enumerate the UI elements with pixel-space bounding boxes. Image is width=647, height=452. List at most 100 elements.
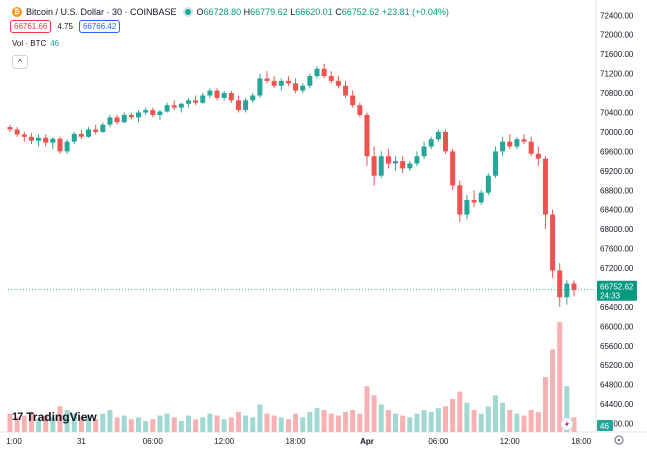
candle-body bbox=[385, 156, 391, 164]
time-tick-label: 18:00 bbox=[571, 437, 592, 446]
candle-body bbox=[86, 129, 92, 137]
candle-body bbox=[507, 141, 513, 147]
collapse-legend-button[interactable]: ^ bbox=[12, 55, 28, 69]
volume-bar bbox=[414, 413, 420, 432]
volume-bar bbox=[235, 411, 241, 432]
price-tick-label: 67600.00 bbox=[600, 245, 634, 254]
candle-body bbox=[478, 192, 484, 203]
price-tick-label: 64000.00 bbox=[600, 420, 634, 429]
volume-bar bbox=[564, 386, 570, 432]
price-tick-label: 64400.00 bbox=[600, 400, 634, 409]
price-tick-label: 70400.00 bbox=[600, 109, 634, 118]
volume-bar bbox=[107, 410, 113, 432]
volume-bar bbox=[221, 419, 227, 432]
volume-bar bbox=[500, 402, 506, 432]
price-tick-label: 65600.00 bbox=[600, 342, 634, 351]
volume-bar bbox=[50, 417, 56, 432]
volume-bar bbox=[557, 322, 563, 432]
ohlc-open-key: O bbox=[196, 7, 204, 17]
candle-body bbox=[128, 114, 134, 118]
time-tick-label: Apr bbox=[360, 437, 374, 446]
volume-bar bbox=[157, 415, 163, 432]
last-volume-label: 46 bbox=[600, 422, 609, 431]
candle-body bbox=[185, 100, 191, 104]
ohlc-low: 66620.01 bbox=[295, 7, 333, 17]
volume-bar bbox=[421, 410, 427, 432]
price-tick-label: 68000.00 bbox=[600, 225, 634, 234]
volume-bar bbox=[400, 415, 406, 432]
volume-bar bbox=[21, 415, 27, 432]
market-open-dot-icon bbox=[184, 9, 191, 15]
candle-body bbox=[243, 100, 249, 111]
volume-bar bbox=[28, 411, 34, 432]
price-tick-label: 69600.00 bbox=[600, 147, 634, 156]
ohlc-change: +23.81 (+0.04%) bbox=[381, 7, 449, 17]
price-tick-label: 68800.00 bbox=[600, 186, 634, 195]
ohlc-close-key: C bbox=[335, 7, 342, 17]
volume-bar bbox=[328, 413, 334, 432]
volume-legend[interactable]: Vol · BTC 46 bbox=[12, 39, 59, 48]
volume-bar bbox=[293, 413, 299, 432]
volume-bar bbox=[114, 417, 120, 432]
candle-body bbox=[50, 138, 56, 143]
candle-body bbox=[150, 110, 156, 115]
price-tick-label: 71200.00 bbox=[600, 70, 634, 79]
volume-bar bbox=[43, 415, 49, 432]
buy-price-button[interactable]: 66766.42 bbox=[78, 20, 121, 33]
candle-body bbox=[442, 131, 448, 152]
price-tick-label: 72400.00 bbox=[600, 11, 634, 20]
volume-bar bbox=[357, 413, 363, 432]
volume-bar bbox=[185, 415, 191, 432]
candle-body bbox=[171, 105, 177, 108]
candle-body bbox=[307, 76, 313, 86]
volume-bar bbox=[393, 413, 399, 432]
volume-bar bbox=[178, 421, 184, 432]
volume-bar bbox=[528, 410, 534, 432]
ohlc-close: 66752.62 bbox=[341, 7, 380, 17]
sell-price-button[interactable]: 66761.66 bbox=[10, 20, 52, 33]
chevron-up-icon: ^ bbox=[18, 57, 22, 67]
tradingview-logo[interactable]: 17 TradingView bbox=[12, 410, 97, 424]
volume-bar bbox=[250, 417, 256, 432]
candle-body bbox=[21, 134, 27, 137]
volume-bar bbox=[514, 413, 520, 432]
time-tick-label: 31 bbox=[77, 437, 86, 446]
volume-value: 46 bbox=[50, 39, 60, 48]
volume-bar bbox=[86, 415, 92, 432]
candle-body bbox=[528, 141, 534, 154]
candle-body bbox=[471, 199, 477, 203]
candle-body bbox=[300, 85, 306, 91]
ohlc-high: 66779.62 bbox=[250, 7, 288, 17]
volume-bar bbox=[307, 411, 313, 432]
volume-bar bbox=[214, 415, 220, 432]
candle-body bbox=[28, 136, 34, 141]
volume-bar bbox=[264, 413, 270, 432]
candle-body bbox=[542, 158, 548, 215]
candle-body bbox=[550, 214, 556, 271]
candle-body bbox=[57, 138, 63, 152]
candle-body bbox=[136, 112, 142, 118]
candle-body bbox=[485, 175, 491, 193]
price-tick-label: 67200.00 bbox=[600, 264, 634, 273]
candle-body bbox=[557, 270, 563, 298]
candle-body bbox=[321, 68, 327, 77]
candle-body bbox=[43, 137, 49, 143]
volume-bar bbox=[78, 417, 84, 432]
candle-body bbox=[228, 93, 234, 101]
symbol-title[interactable]: Bitcoin / U.S. Dollar · 30 · COINBASE bbox=[26, 7, 177, 17]
volume-bar bbox=[442, 406, 448, 432]
time-tick-label: 12:00 bbox=[214, 437, 235, 446]
candle-body bbox=[564, 283, 570, 298]
candle-body bbox=[371, 156, 377, 176]
volume-bar bbox=[343, 411, 349, 432]
candle-body bbox=[314, 68, 320, 77]
candle-body bbox=[521, 139, 527, 142]
volume-bar bbox=[300, 417, 306, 432]
candle-body bbox=[335, 80, 341, 86]
price-tick-label: 66400.00 bbox=[600, 303, 634, 312]
candle-body bbox=[207, 90, 213, 96]
candle-body bbox=[285, 80, 291, 84]
ohlc-high-key: H bbox=[243, 7, 251, 17]
volume-bar bbox=[535, 411, 541, 432]
